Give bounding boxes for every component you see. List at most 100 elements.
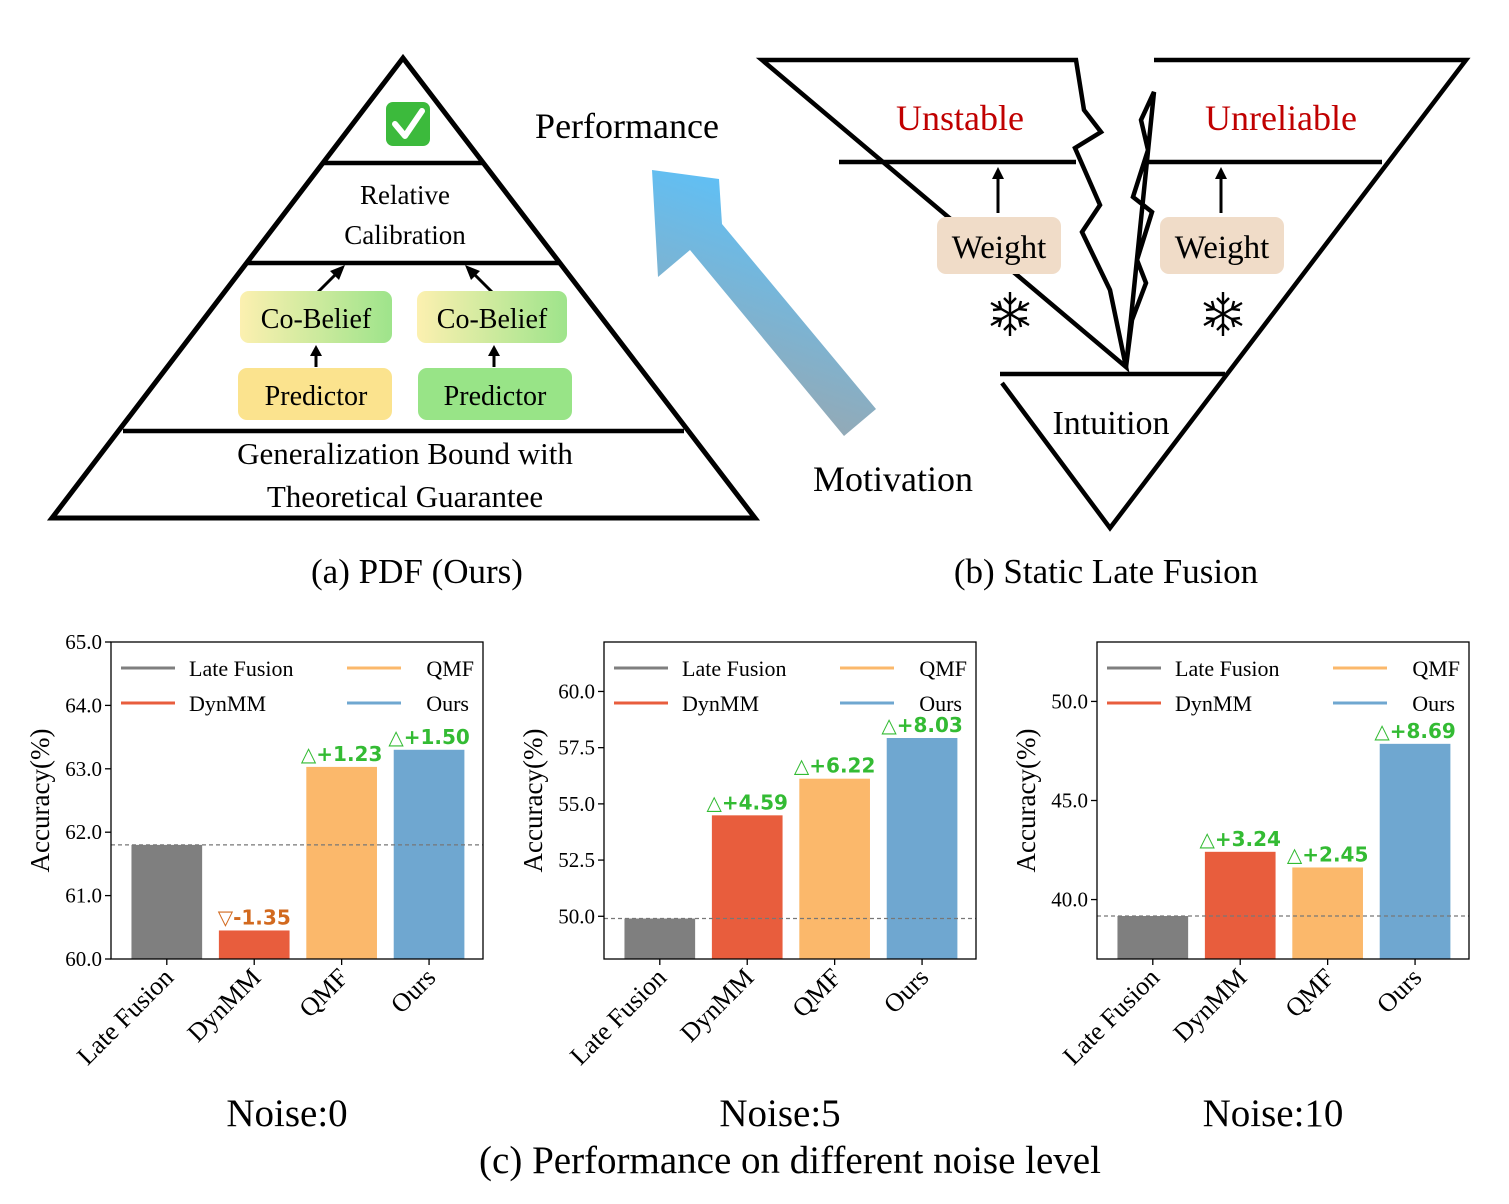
legend-label: Ours: [1412, 691, 1455, 716]
performance-label: Performance: [535, 106, 719, 146]
y-tick-label: 52.5: [558, 848, 595, 872]
x-tick-label: Ours: [1371, 963, 1427, 1019]
pyramid-outline: [46, 53, 761, 521]
legend-label: QMF: [1412, 656, 1460, 681]
predictor-label-left: Predictor: [265, 381, 368, 412]
delta-label: △+2.45: [1287, 842, 1368, 866]
check-mark-icon: [386, 102, 430, 146]
y-tick-label: 62.0: [65, 820, 102, 844]
legend-label: Late Fusion: [189, 656, 294, 681]
weight-arrow-right: [1215, 167, 1227, 213]
panel-a: Relative Calibration Co-Belief Co-Belief…: [46, 53, 761, 591]
delta-label: △+6.22: [794, 754, 875, 778]
caption-c: (c) Performance on different noise level: [479, 1139, 1101, 1182]
delta-label: △+8.69: [1374, 719, 1455, 743]
legend-label: Ours: [426, 691, 469, 716]
predictor-box-right: [418, 368, 572, 420]
legend-label: Late Fusion: [1175, 656, 1280, 681]
x-tick-label: DynMM: [675, 963, 760, 1048]
y-tick-label: 60.0: [558, 679, 595, 703]
predictor-box-left: [238, 368, 392, 420]
delta-label: △+1.23: [301, 742, 382, 766]
x-tick-label: Late Fusion: [1057, 963, 1165, 1071]
caption-b: (b) Static Late Fusion: [954, 552, 1258, 591]
y-tick-label: 63.0: [65, 757, 102, 781]
chart-frame: [1096, 641, 1470, 960]
x-tick-label: Ours: [385, 963, 441, 1019]
triangle-right-half: [1000, 57, 1471, 532]
snowflake-icon: [1203, 292, 1243, 336]
legend-label: QMF: [919, 656, 967, 681]
x-tick-label: Late Fusion: [564, 963, 672, 1071]
chart-bar: [1117, 916, 1189, 959]
x-tick-label: Ours: [878, 963, 934, 1019]
delta-label: ▽-1.35: [218, 905, 291, 929]
triangle-left-half: [755, 57, 1130, 373]
legend-label: Ours: [919, 691, 962, 716]
legend-label: DynMM: [682, 691, 759, 716]
weight-box-right: [1160, 217, 1284, 274]
y-tick-label: 64.0: [65, 693, 102, 717]
gradient-arrow-icon: [652, 170, 876, 436]
weight-label-right: Weight: [1175, 230, 1270, 266]
x-tick-label: DynMM: [182, 963, 267, 1048]
chart-bar: [799, 778, 870, 959]
y-axis-label: Accuracy(%): [1011, 729, 1041, 873]
y-tick-label: 60.0: [65, 947, 102, 971]
x-tick-label: QMF: [1280, 963, 1340, 1023]
chart-bar: [1292, 867, 1363, 959]
caption-a: (a) PDF (Ours): [311, 552, 523, 591]
arrow-predictor-left: [310, 345, 322, 367]
base-line2: Theoretical Guarantee: [267, 479, 543, 514]
y-tick-label: 40.0: [1051, 888, 1088, 912]
chart-frame: [110, 641, 484, 960]
x-tick-label: Late Fusion: [71, 963, 179, 1071]
x-tick-label: QMF: [787, 963, 847, 1023]
co-belief-box-left: [240, 291, 392, 343]
co-belief-box-right: [417, 291, 567, 343]
chart-title: Noise:10: [1203, 1092, 1344, 1135]
legend-label: DynMM: [1175, 691, 1252, 716]
delta-label: △+4.59: [706, 790, 787, 814]
motivation-label: Motivation: [813, 459, 973, 499]
delta-label: △+3.24: [1199, 827, 1280, 851]
y-tick-label: 55.0: [558, 792, 595, 816]
legend-label: DynMM: [189, 691, 266, 716]
x-tick-label: DynMM: [1168, 963, 1253, 1048]
chart-frame: [603, 641, 977, 960]
chart-bar: [624, 918, 696, 959]
arrow-predictor-right: [488, 345, 500, 367]
unreliable-label: Unreliable: [1205, 98, 1357, 138]
y-axis-label: Accuracy(%): [518, 729, 548, 873]
chart-1: Late Fusion△+4.59DynMM△+6.22QMF△+8.03Our…: [518, 641, 977, 1135]
arrow-up-right: [465, 265, 494, 294]
x-tick-label: QMF: [294, 963, 354, 1023]
predictor-label-right: Predictor: [444, 381, 547, 412]
intuition-label: Intuition: [1052, 405, 1169, 442]
y-tick-label: 57.5: [558, 736, 595, 760]
chart-bar: [306, 766, 377, 959]
chart-bar: [711, 815, 783, 959]
panel-b: Unstable Unreliable Weight Weight Intuit…: [755, 57, 1471, 591]
co-belief-label-right: Co-Belief: [437, 304, 548, 335]
chart-bar: [1379, 743, 1451, 959]
delta-label: △+8.03: [881, 713, 962, 737]
y-tick-label: 65.0: [65, 630, 102, 654]
chart-bar: [393, 749, 465, 959]
unstable-label: Unstable: [896, 98, 1024, 138]
weight-label-left: Weight: [952, 230, 1047, 266]
delta-label: △+1.50: [388, 725, 469, 749]
y-tick-label: 61.0: [65, 884, 102, 908]
legend-label: QMF: [426, 656, 474, 681]
level2-line1: Relative: [360, 180, 450, 210]
base-line1: Generalization Bound with: [237, 436, 573, 471]
y-tick-label: 45.0: [1051, 789, 1088, 813]
chart-title: Noise:0: [226, 1092, 347, 1135]
y-tick-label: 50.0: [558, 904, 595, 928]
y-axis-label: Accuracy(%): [25, 729, 55, 873]
legend-label: Late Fusion: [682, 656, 787, 681]
snowflake-icon: [990, 292, 1030, 336]
chart-title: Noise:5: [719, 1092, 840, 1135]
chart-bar: [131, 844, 203, 959]
